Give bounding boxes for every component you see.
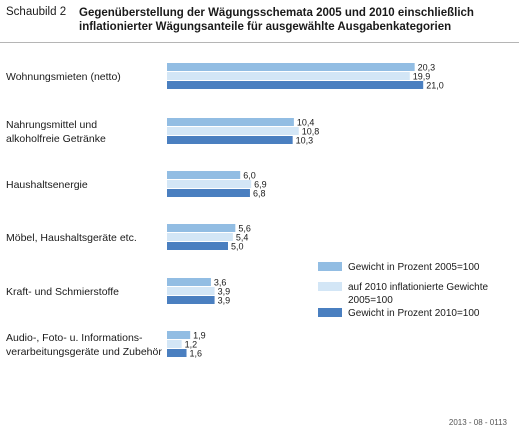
- footer-code: 2013 - 08 - 0113: [448, 418, 507, 427]
- bar: [167, 63, 415, 71]
- legend-swatch: [318, 308, 342, 317]
- bar: [167, 127, 299, 135]
- bar: [167, 81, 424, 89]
- category-label: Audio-, Foto- u. Informations-: [6, 332, 143, 344]
- bar-value-label: 19,9: [413, 72, 431, 82]
- bar: [167, 118, 294, 126]
- bar: [167, 189, 250, 197]
- bar: [167, 233, 233, 241]
- chart-title-line-1: Gegenüberstellung der Wägungsschemata 20…: [79, 7, 474, 19]
- bar-value-label: 1,2: [185, 340, 198, 350]
- legend-label: Gewicht in Prozent 2010=100: [348, 308, 480, 319]
- bar-value-label: 10,3: [296, 136, 314, 146]
- bar: [167, 349, 187, 357]
- bar: [167, 287, 215, 295]
- bar-value-label: 6,8: [253, 189, 266, 199]
- bar-value-label: 21,0: [426, 81, 444, 91]
- bar-value-label: 1,9: [193, 331, 206, 341]
- bar: [167, 136, 293, 144]
- legend-label: 2005=100: [348, 295, 393, 306]
- category-label: Kraft- und Schmierstoffe: [6, 286, 119, 298]
- bar-value-label: 20,3: [418, 63, 436, 73]
- bar: [167, 331, 191, 339]
- legend-label: auf 2010 inflationierte Gewichte: [348, 282, 489, 293]
- bar-value-label: 3,9: [218, 296, 231, 306]
- bar: [167, 296, 215, 304]
- chart-title-line-2: inflationierter Wägungsanteile für ausge…: [79, 21, 452, 33]
- category-label: Haushaltsenergie: [6, 179, 88, 191]
- category-label: alkoholfreie Getränke: [6, 133, 106, 145]
- bar-value-label: 10,4: [297, 118, 315, 128]
- bar: [167, 224, 236, 232]
- legend-swatch: [318, 282, 342, 291]
- bar-value-label: 6,9: [254, 180, 267, 190]
- bar-value-label: 6,0: [243, 171, 256, 181]
- bar-value-label: 5,6: [238, 224, 251, 234]
- title-divider: [0, 42, 519, 43]
- bar-value-label: 3,9: [218, 287, 231, 297]
- legend-label: Gewicht in Prozent 2005=100: [348, 262, 480, 273]
- bar-value-label: 1,6: [190, 349, 203, 359]
- bar-value-label: 5,4: [236, 233, 249, 243]
- figure-label: Schaubild 2: [6, 6, 67, 18]
- bar-value-label: 10,8: [302, 127, 320, 137]
- bar: [167, 180, 252, 188]
- category-label: Nahrungsmittel und: [6, 119, 97, 131]
- chart-title: Gegenüberstellung der Wägungsschemata 20…: [79, 6, 509, 34]
- legend-swatch: [318, 262, 342, 271]
- bar: [167, 72, 410, 80]
- bar-value-label: 3,6: [214, 278, 227, 288]
- category-label: Möbel, Haushaltsgeräte etc.: [6, 232, 137, 244]
- category-label: verarbeitungsgeräte und Zubehör: [6, 346, 162, 358]
- bar: [167, 340, 182, 348]
- bar-value-label: 5,0: [231, 242, 244, 252]
- category-label: Wohnungsmieten (netto): [6, 71, 121, 83]
- bar: [167, 171, 241, 179]
- bar: [167, 242, 228, 250]
- bar: [167, 278, 211, 286]
